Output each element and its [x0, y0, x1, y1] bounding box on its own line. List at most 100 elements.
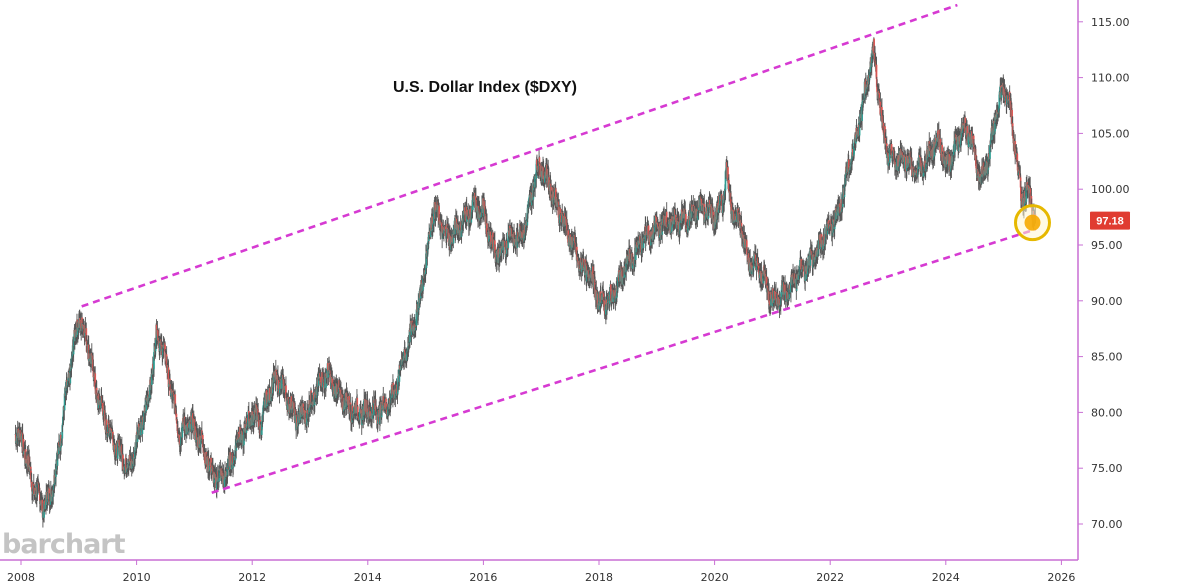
candle-body: [566, 223, 568, 230]
candle-body: [66, 380, 69, 386]
candle-body: [655, 217, 658, 225]
candle-body: [534, 175, 536, 188]
candle-body: [218, 471, 221, 478]
candle-body: [317, 377, 320, 386]
candle-body: [108, 426, 110, 428]
candle-body: [604, 300, 606, 307]
candle-body: [653, 226, 656, 233]
candle-body: [579, 268, 582, 272]
candle-body: [375, 411, 378, 415]
candle-body: [507, 231, 510, 248]
candle-body: [582, 259, 585, 266]
candle-body: [101, 402, 104, 409]
candle-body: [105, 419, 108, 431]
candle-body: [290, 396, 293, 411]
candle-body: [338, 380, 340, 388]
candle-body: [464, 207, 466, 214]
candle-body: [746, 248, 748, 255]
candle-body: [486, 223, 488, 234]
price-candles-layer: [14, 37, 1037, 528]
candle-body: [215, 483, 218, 490]
candle-body: [425, 250, 428, 268]
candle-body: [286, 400, 289, 410]
candle-body: [221, 470, 224, 479]
candle-body: [483, 201, 486, 208]
candle-body: [277, 380, 280, 393]
candle-body: [165, 354, 168, 365]
candle-body: [223, 474, 226, 487]
candle-body: [356, 406, 359, 415]
candle-body: [382, 396, 385, 406]
candle-body: [201, 434, 204, 444]
candle-body: [324, 373, 327, 378]
candle-body: [63, 393, 66, 411]
candle-body: [606, 309, 608, 311]
candle-body: [226, 467, 229, 476]
candle-body: [28, 456, 31, 466]
candle-body: [308, 400, 311, 409]
candle-body: [555, 189, 557, 200]
candle-body: [657, 222, 659, 229]
candle-body: [438, 206, 440, 219]
candle-body: [157, 330, 159, 341]
candle-body: [558, 206, 561, 217]
candle-body: [319, 376, 322, 385]
candle-body: [162, 351, 164, 355]
candle-body: [22, 439, 25, 455]
candle-body: [60, 445, 62, 448]
candle-body: [181, 426, 184, 438]
candle-body: [229, 452, 232, 467]
candle-body: [506, 247, 508, 254]
candle-body: [285, 385, 287, 395]
candle-body: [175, 413, 178, 421]
candle-body: [685, 214, 687, 226]
candle-body: [727, 167, 729, 184]
candle-body: [31, 481, 33, 491]
candle-body: [465, 206, 468, 222]
candle-body: [709, 204, 712, 208]
candle-body: [556, 205, 559, 208]
candle-body: [235, 443, 238, 451]
candle-body: [670, 220, 673, 232]
candle-body: [472, 200, 474, 211]
candle-body: [650, 239, 652, 246]
candle-body: [756, 257, 759, 259]
candle-body: [409, 331, 411, 342]
candle-body: [573, 237, 576, 241]
candle-body: [691, 207, 693, 218]
candle-body: [327, 371, 330, 378]
candle-body: [293, 414, 296, 420]
candle-body: [397, 375, 399, 387]
candle-body: [443, 232, 445, 234]
candle-body: [678, 221, 681, 235]
candle-body: [480, 213, 483, 217]
candle-body: [768, 291, 770, 303]
candle-body: [377, 411, 380, 418]
candle-body: [608, 299, 611, 304]
candle-body: [199, 443, 201, 448]
candle-body: [265, 390, 268, 395]
candle-body: [94, 373, 97, 389]
candle-body: [516, 231, 519, 248]
candle-body: [39, 493, 41, 504]
candle-body: [348, 396, 351, 411]
candle-body: [639, 240, 642, 244]
candle-body: [218, 477, 221, 481]
candle-body: [422, 278, 425, 290]
candle-body: [477, 205, 480, 219]
candle-body: [470, 216, 473, 223]
candle-body: [765, 276, 768, 286]
candle-body: [609, 284, 612, 293]
candle-body: [745, 240, 748, 249]
candle-body: [281, 378, 283, 389]
candle-body: [544, 174, 546, 183]
candle-body: [60, 441, 63, 446]
candle-body: [647, 225, 650, 241]
candle-body: [321, 386, 324, 388]
candle-body: [116, 443, 119, 459]
candle-body: [45, 495, 47, 509]
candle-body: [359, 408, 361, 420]
candle-body: [605, 309, 607, 315]
candle-body: [51, 496, 54, 502]
